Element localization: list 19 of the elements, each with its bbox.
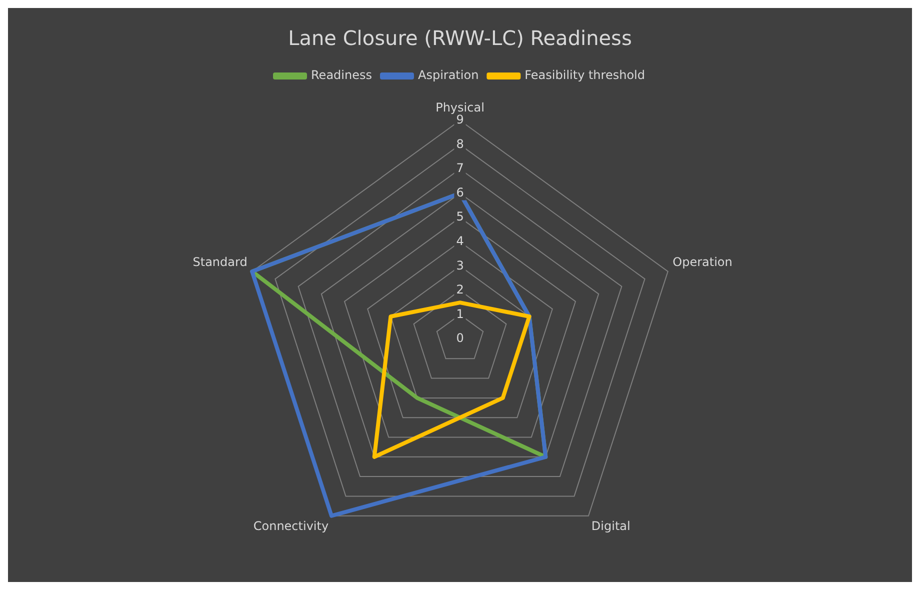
- y-tick-label: 6: [456, 185, 464, 200]
- legend-label: Feasibility threshold: [524, 68, 645, 82]
- chart-title: Lane Closure (RWW-LC) Readiness: [288, 26, 632, 50]
- spoke-label: Standard: [192, 254, 248, 269]
- y-tick-label: 7: [456, 161, 464, 176]
- y-tick-label: 2: [456, 282, 464, 297]
- spoke-label: Digital: [591, 519, 630, 534]
- legend-label: Readiness: [311, 68, 372, 82]
- spoke-label: Operation: [672, 254, 732, 269]
- y-tick-label: 4: [456, 234, 464, 248]
- spoke-label: Physical: [436, 100, 484, 114]
- y-tick-label: 8: [456, 136, 464, 151]
- y-tick-label: 9: [456, 112, 464, 127]
- spoke-label: Connectivity: [253, 519, 329, 534]
- y-tick-label: 1: [456, 306, 464, 321]
- y-tick-label: 0: [456, 331, 464, 346]
- legend-label: Aspiration: [418, 68, 479, 82]
- y-tick-label: 3: [456, 258, 464, 272]
- y-tick-label: 5: [456, 210, 464, 224]
